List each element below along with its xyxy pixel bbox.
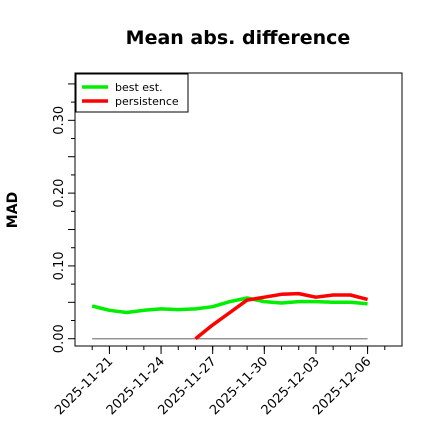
y-tick-label: 0.30 xyxy=(52,106,67,135)
series-line-best-est xyxy=(91,296,368,315)
chart-title: Mean abs. difference xyxy=(126,27,351,49)
y-tick-label: 0.10 xyxy=(52,251,67,280)
y-axis: 0.00 0.10 0.20 0.30 xyxy=(52,83,75,353)
series-layer xyxy=(91,291,369,341)
legend-label-best-est: best est. xyxy=(115,81,163,94)
series-line-persistence xyxy=(194,291,369,341)
plot-frame xyxy=(74,72,403,347)
legend: best est. persistence xyxy=(75,73,189,113)
legend-box xyxy=(75,73,189,113)
y-tick-label: 0.00 xyxy=(52,324,67,353)
y-tick-label: 0.20 xyxy=(52,179,67,208)
x-axis: 2025-11-212025-11-242025-11-272025-11-30… xyxy=(52,346,386,418)
legend-label-persistence: persistence xyxy=(115,95,179,108)
y-axis-label: MAD xyxy=(5,192,21,228)
